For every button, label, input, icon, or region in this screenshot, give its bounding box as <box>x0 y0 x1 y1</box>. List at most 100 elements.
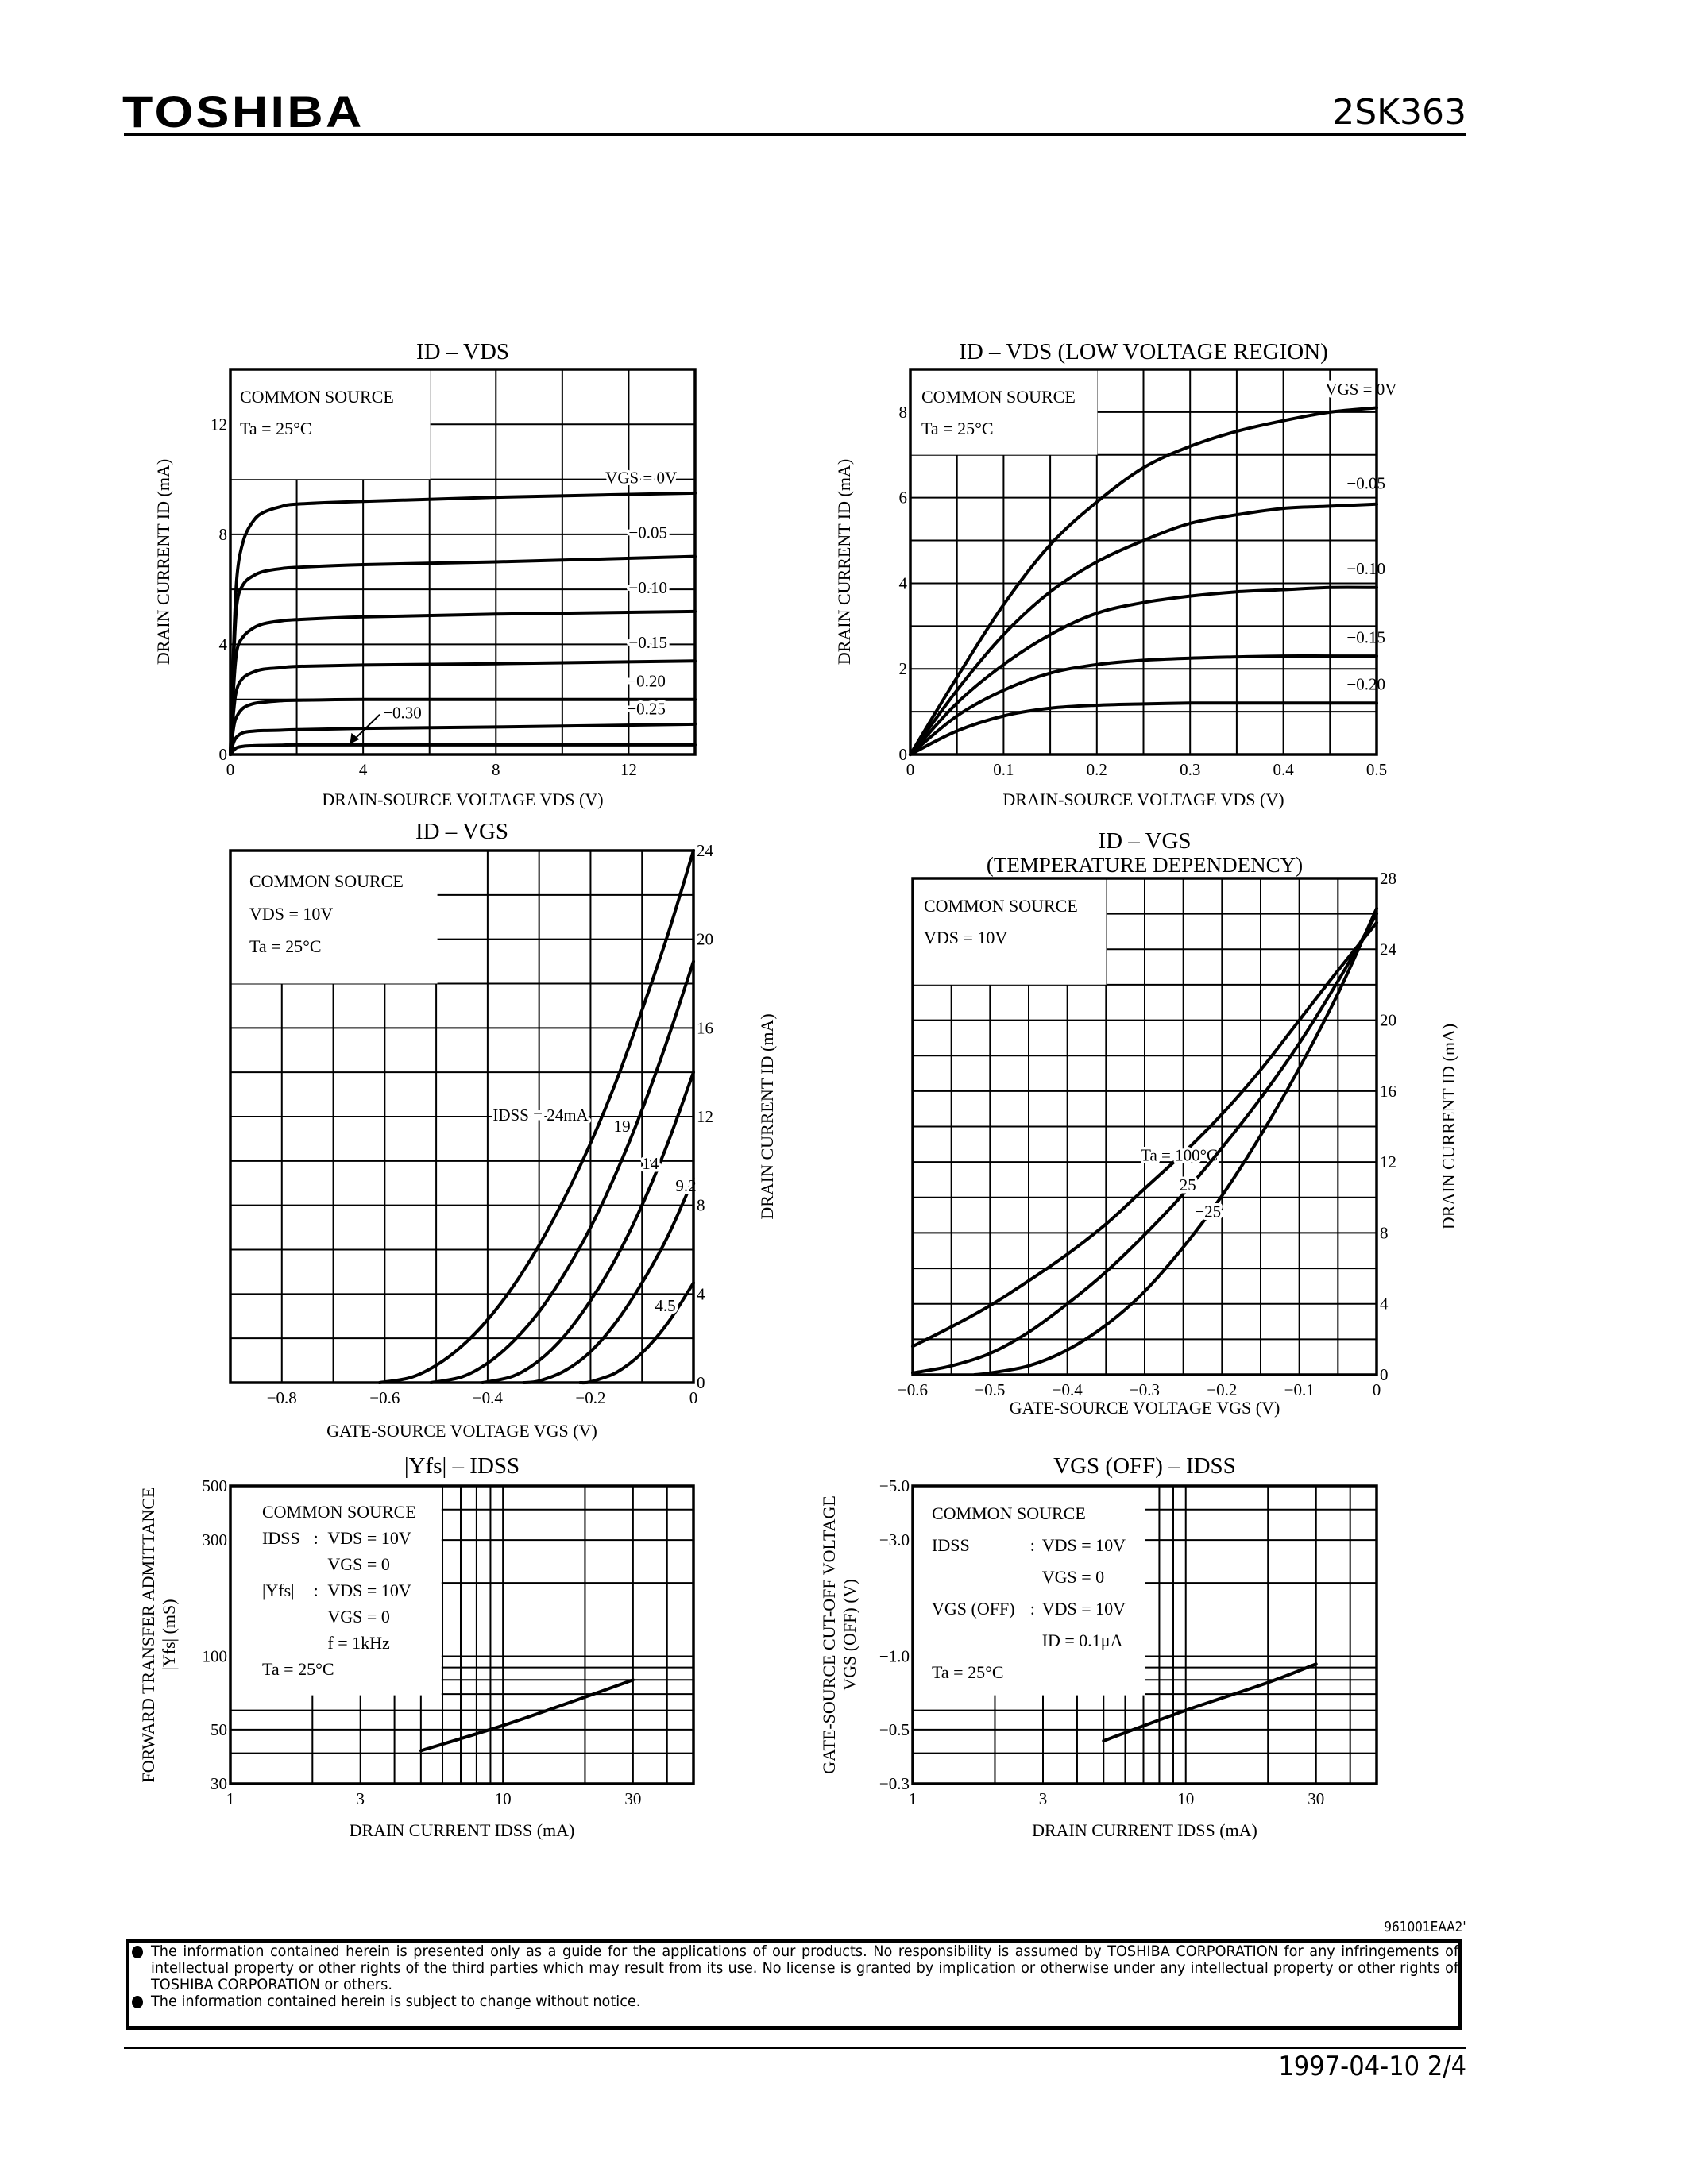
chart-1: COMMON SOURCE Ta = 25°C VGS = 0V −0.05 −0.10… <box>153 339 697 809</box>
legend-text: VGS (OFF) <box>932 1599 1015 1619</box>
x-axis-label: GATE-SOURCE VOLTAGE VGS (V) <box>326 1421 597 1441</box>
chart-title: ID – VDS <box>416 339 509 365</box>
x-tick-label: 0.3 <box>1180 760 1200 779</box>
x-tick-label: −0.4 <box>1053 1380 1083 1399</box>
legend-text: VDS = 10V <box>249 904 333 924</box>
y-tick-label: 28 <box>1380 869 1396 888</box>
series-label: −25 <box>1195 1202 1221 1221</box>
y-tick-label: 12 <box>1380 1152 1396 1171</box>
legend-box <box>230 1486 442 1696</box>
y-axis-label: DRAIN CURRENT ID (mA) <box>1439 1024 1458 1229</box>
bullet-icon <box>132 1946 143 1958</box>
chart-5: COMMON SOURCE IDSS: VDS = 10V VGS = 0 |Yfs|:… <box>138 1453 695 1840</box>
plot-frame <box>909 368 1378 756</box>
y-axis-label: DRAIN CURRENT ID (mA) <box>757 1013 777 1219</box>
legend-text: VGS = 0 <box>1042 1567 1104 1587</box>
y-tick-label: 0 <box>1380 1365 1389 1384</box>
plot-frame <box>229 1484 695 1785</box>
header-divider <box>124 133 1466 136</box>
x-tick-label: 1 <box>909 1789 917 1808</box>
series-curve <box>229 609 697 756</box>
series-label: −0.20 <box>1346 675 1385 694</box>
x-tick-label: −0.2 <box>1207 1380 1237 1399</box>
series-label: 14 <box>642 1154 659 1173</box>
series-curve <box>909 701 1378 756</box>
y-tick-label: 16 <box>1380 1082 1396 1101</box>
series-label: 4.5 <box>655 1296 675 1315</box>
series-label: −0.05 <box>628 523 667 542</box>
plot-frame <box>229 849 695 1384</box>
y-tick-label: 6 <box>899 488 908 507</box>
x-tick-label: 0.2 <box>1087 760 1107 779</box>
x-tick-label: −0.3 <box>1130 1380 1160 1399</box>
y-axis-label: DRAIN CURRENT ID (mA) <box>153 459 173 665</box>
y-tick-label: 0 <box>697 1373 705 1392</box>
y-tick-label: 12 <box>211 415 227 434</box>
legend-text: IDSS <box>932 1535 970 1555</box>
legend-text: VGS = 0 <box>327 1554 389 1574</box>
series-curve <box>972 906 1378 1376</box>
series-label: VGS = 0V <box>605 468 677 487</box>
series-label: −0.05 <box>1346 473 1385 492</box>
legend-box <box>230 369 431 480</box>
x-tick-label: 3 <box>1039 1789 1048 1808</box>
y-axis-label: GATE-SOURCE CUT-OFF VOLTAGE <box>819 1495 839 1774</box>
legend-text: Ta = 25°C <box>249 936 322 956</box>
series-curve <box>909 585 1378 756</box>
x-tick-label: 0 <box>906 760 915 779</box>
x-tick-label: −0.6 <box>369 1388 400 1407</box>
y-tick-label: 24 <box>1380 940 1397 959</box>
y-axis-label: DRAIN CURRENT ID (mA) <box>834 459 854 665</box>
legend-box <box>230 851 438 984</box>
series-curve <box>229 722 697 756</box>
disclaimer-text: The information contained herein is pres… <box>151 1943 1459 1993</box>
y-tick-label: 20 <box>697 930 713 949</box>
x-tick-label: −0.5 <box>975 1380 1005 1399</box>
document-code: 961001EAA2' <box>1384 1919 1466 1935</box>
x-tick-label: 4 <box>359 760 368 779</box>
y-tick-label: 50 <box>211 1720 227 1739</box>
x-tick-label: 30 <box>1308 1789 1324 1808</box>
x-tick-label: 0 <box>226 760 235 779</box>
x-tick-label: 0.5 <box>1366 760 1387 779</box>
series-curve <box>429 959 695 1384</box>
x-tick-label: 8 <box>492 760 500 779</box>
plot-frame <box>911 1484 1378 1785</box>
chart-title: VGS (OFF) – IDSS <box>1053 1453 1236 1479</box>
legend-text: VDS = 10V <box>327 1580 411 1600</box>
legend-text: COMMON SOURCE <box>240 387 394 407</box>
disclaimer-box: The information contained herein is pres… <box>126 1939 1462 2030</box>
legend-box <box>910 369 1098 455</box>
y-tick-label: 300 <box>203 1530 228 1549</box>
y-tick-label: −1.0 <box>879 1647 910 1666</box>
y-axis-label: VGS (OFF) (V) <box>840 1579 859 1691</box>
legend-text: : <box>1030 1599 1035 1619</box>
legend-text: COMMON SOURCE <box>921 387 1076 407</box>
chart-title: |Yfs| – IDSS <box>404 1453 520 1479</box>
y-tick-label: 100 <box>203 1647 228 1666</box>
y-tick-label: 8 <box>219 525 228 544</box>
disclaimer-text: The information contained herein is subj… <box>151 1993 641 2010</box>
y-tick-label: 0 <box>219 745 228 764</box>
series-curve <box>229 697 697 756</box>
y-tick-label: −0.3 <box>879 1774 910 1793</box>
legend-text: VDS = 10V <box>924 928 1007 947</box>
series-curve <box>229 554 697 756</box>
series-curve <box>1102 1662 1318 1742</box>
series-label: VGS = 0V <box>1325 380 1396 399</box>
y-tick-label: 24 <box>697 841 714 860</box>
x-tick-label: −0.8 <box>267 1388 297 1407</box>
x-tick-label: 10 <box>495 1789 512 1808</box>
x-tick-label: −0.6 <box>898 1380 928 1399</box>
legend-box <box>913 878 1107 985</box>
legend-text: ID = 0.1μA <box>1042 1630 1123 1650</box>
series-label: −0.25 <box>627 699 666 718</box>
legend-text: Ta = 25°C <box>932 1662 1004 1682</box>
x-tick-label: 0 <box>1373 1380 1381 1399</box>
legend-text: : <box>314 1580 319 1600</box>
legend-text: COMMON SOURCE <box>932 1503 1086 1523</box>
y-tick-label: 4 <box>899 573 908 592</box>
bullet-icon <box>132 1996 143 2008</box>
series-label: −0.30 <box>383 704 422 723</box>
legend-text: COMMON SOURCE <box>249 871 404 891</box>
